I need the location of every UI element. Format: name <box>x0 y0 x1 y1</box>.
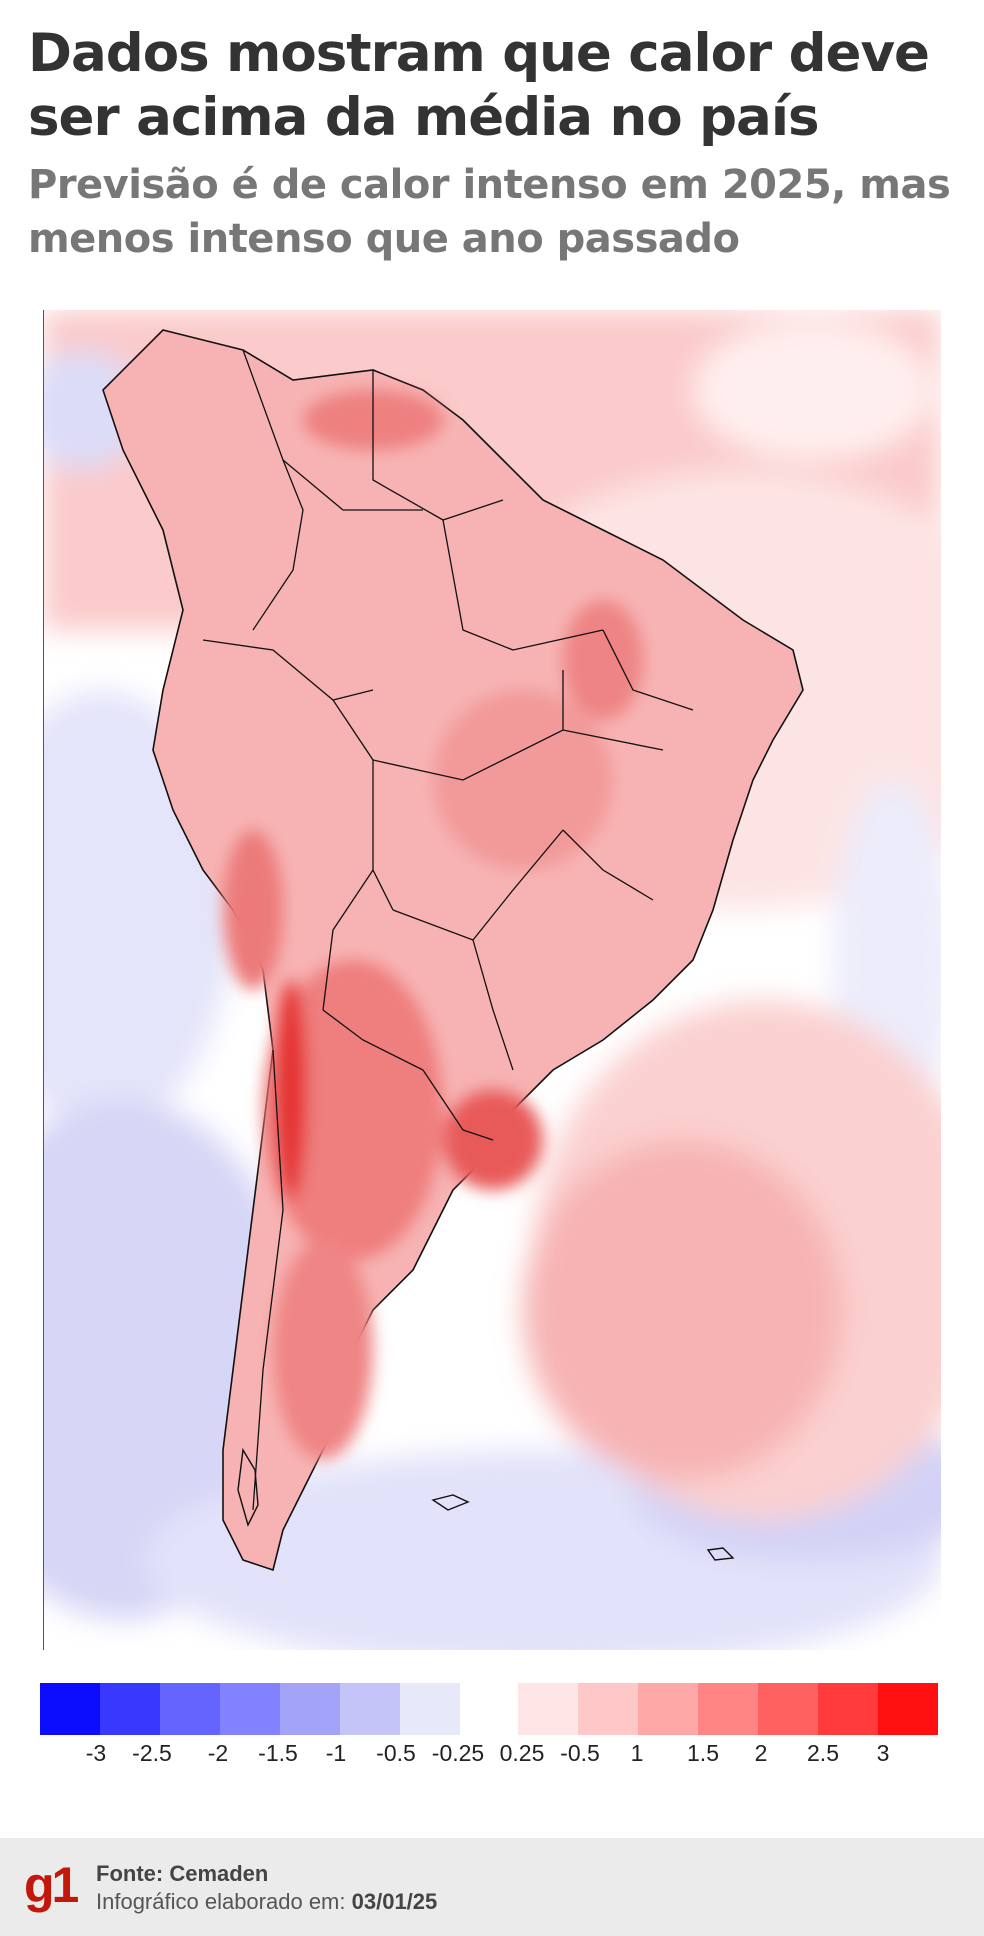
country-borders <box>202 349 694 1511</box>
page-subtitle: Previsão é de calor intenso em 2025, mas… <box>28 162 951 262</box>
source-credits: Fonte: Cemaden Infográfico elaborado em:… <box>96 1860 437 1916</box>
source-value: Cemaden <box>169 1861 269 1886</box>
temperature-anomaly-map <box>43 310 941 1650</box>
legend-negative-bar <box>40 1683 460 1735</box>
legend-tick-label: 2.5 <box>807 1740 839 1766</box>
legend-tick-label: 3 <box>876 1740 890 1766</box>
legend-tick-label: -0.5 <box>376 1740 416 1766</box>
legend-tick-label: 2 <box>754 1740 768 1766</box>
g1-logo[interactable]: g1 <box>24 1857 79 1913</box>
page-title: Dados mostram que calor deve ser acima d… <box>28 23 930 148</box>
legend-swatch <box>40 1683 100 1735</box>
legend-tick-label: -1 <box>325 1740 347 1766</box>
made-date: 03/01/25 <box>351 1889 438 1914</box>
legend-swatch <box>698 1683 758 1735</box>
legend-swatch <box>160 1683 220 1735</box>
legend-swatch <box>518 1683 578 1735</box>
footer: g1 Fonte: Cemaden Infográfico elaborado … <box>0 1838 984 1936</box>
legend-tick-label: -3 <box>85 1740 107 1766</box>
legend-swatch <box>340 1683 400 1735</box>
source-line: Fonte: Cemaden <box>96 1860 437 1888</box>
legend-swatch <box>100 1683 160 1735</box>
legend-swatch <box>758 1683 818 1735</box>
legend-swatch <box>400 1683 460 1735</box>
legend-positive-bar <box>518 1683 938 1735</box>
made-line: Infográfico elaborado em: 03/01/25 <box>96 1888 437 1916</box>
legend-swatch <box>280 1683 340 1735</box>
legend-tick-label: -0.5 <box>560 1740 600 1766</box>
legend-tick-label: -0.25 <box>431 1740 485 1766</box>
legend-tick-label: 1 <box>630 1740 644 1766</box>
color-scale-legend <box>40 1683 940 1743</box>
legend-swatch <box>878 1683 938 1735</box>
islands <box>237 1447 735 1561</box>
warm-cores <box>223 390 643 1460</box>
source-label: Fonte: <box>96 1861 164 1886</box>
legend-tick-label: 0.25 <box>499 1740 545 1766</box>
legend-tick-label: -2 <box>207 1740 229 1766</box>
made-label: Infográfico elaborado em: <box>96 1889 346 1914</box>
legend-swatch <box>220 1683 280 1735</box>
legend-swatch <box>638 1683 698 1735</box>
map-svg <box>43 310 941 1650</box>
legend-tick-label: -1.5 <box>258 1740 298 1766</box>
legend-swatch <box>578 1683 638 1735</box>
legend-tick-label: 1.5 <box>687 1740 719 1766</box>
legend-swatch <box>818 1683 878 1735</box>
legend-tick-label: -2.5 <box>132 1740 172 1766</box>
